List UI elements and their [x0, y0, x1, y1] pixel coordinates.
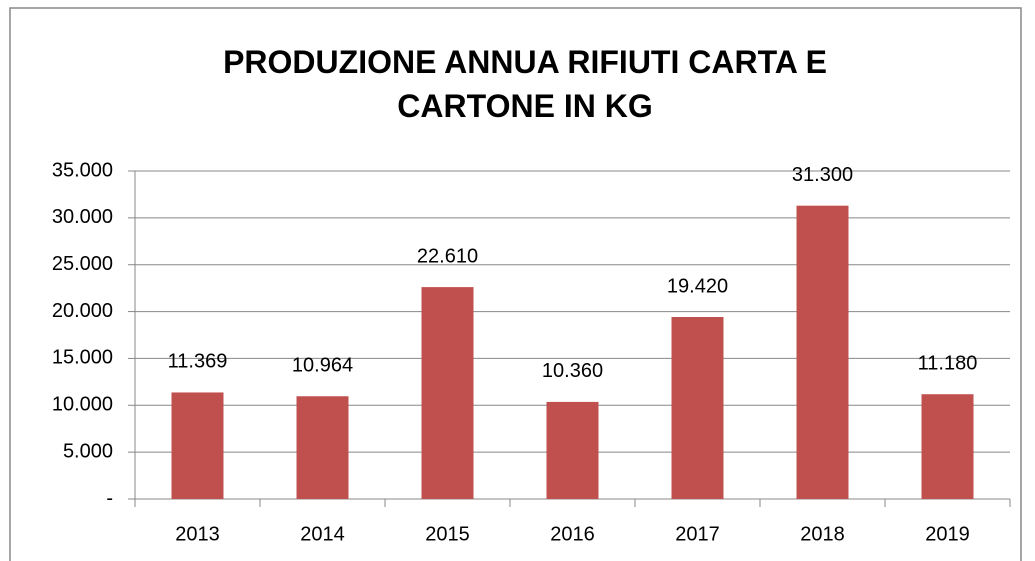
data-label: 11.369	[168, 351, 228, 373]
x-tick-label: 2013	[175, 523, 220, 545]
x-tick-label: 2018	[800, 523, 845, 545]
y-tick-label: 5.000	[63, 440, 113, 462]
x-tick-label: 2014	[300, 523, 345, 545]
y-tick-label: 30.000	[52, 206, 113, 228]
data-label: 19.420	[667, 275, 728, 297]
bar	[171, 392, 224, 499]
x-tick-label: 2015	[425, 523, 470, 545]
y-tick-label: 35.000	[52, 159, 113, 181]
bar	[546, 401, 599, 499]
bar	[671, 317, 724, 499]
data-label: 22.610	[417, 245, 478, 267]
chart-frame	[9, 7, 1022, 561]
y-tick-label: 25.000	[52, 253, 113, 275]
y-tick-label: 10.000	[52, 394, 113, 416]
y-tick-label: 15.000	[52, 347, 113, 369]
bar	[796, 205, 849, 499]
bar	[921, 394, 974, 499]
y-tick-label: -	[106, 487, 113, 509]
chart-title: PRODUZIONE ANNUA RIFIUTI CARTA E CARTONE…	[223, 44, 827, 124]
y-tick-label: 20.000	[52, 300, 113, 322]
data-label: 11.180	[918, 353, 978, 375]
bar	[296, 396, 349, 499]
x-tick-label: 2016	[550, 523, 595, 545]
x-tick-label: 2017	[675, 523, 720, 545]
data-label: 10.360	[542, 360, 603, 382]
data-label: 10.964	[292, 355, 353, 377]
x-tick-label: 2019	[925, 523, 970, 545]
bar	[421, 287, 474, 499]
data-label: 31.300	[792, 164, 853, 186]
